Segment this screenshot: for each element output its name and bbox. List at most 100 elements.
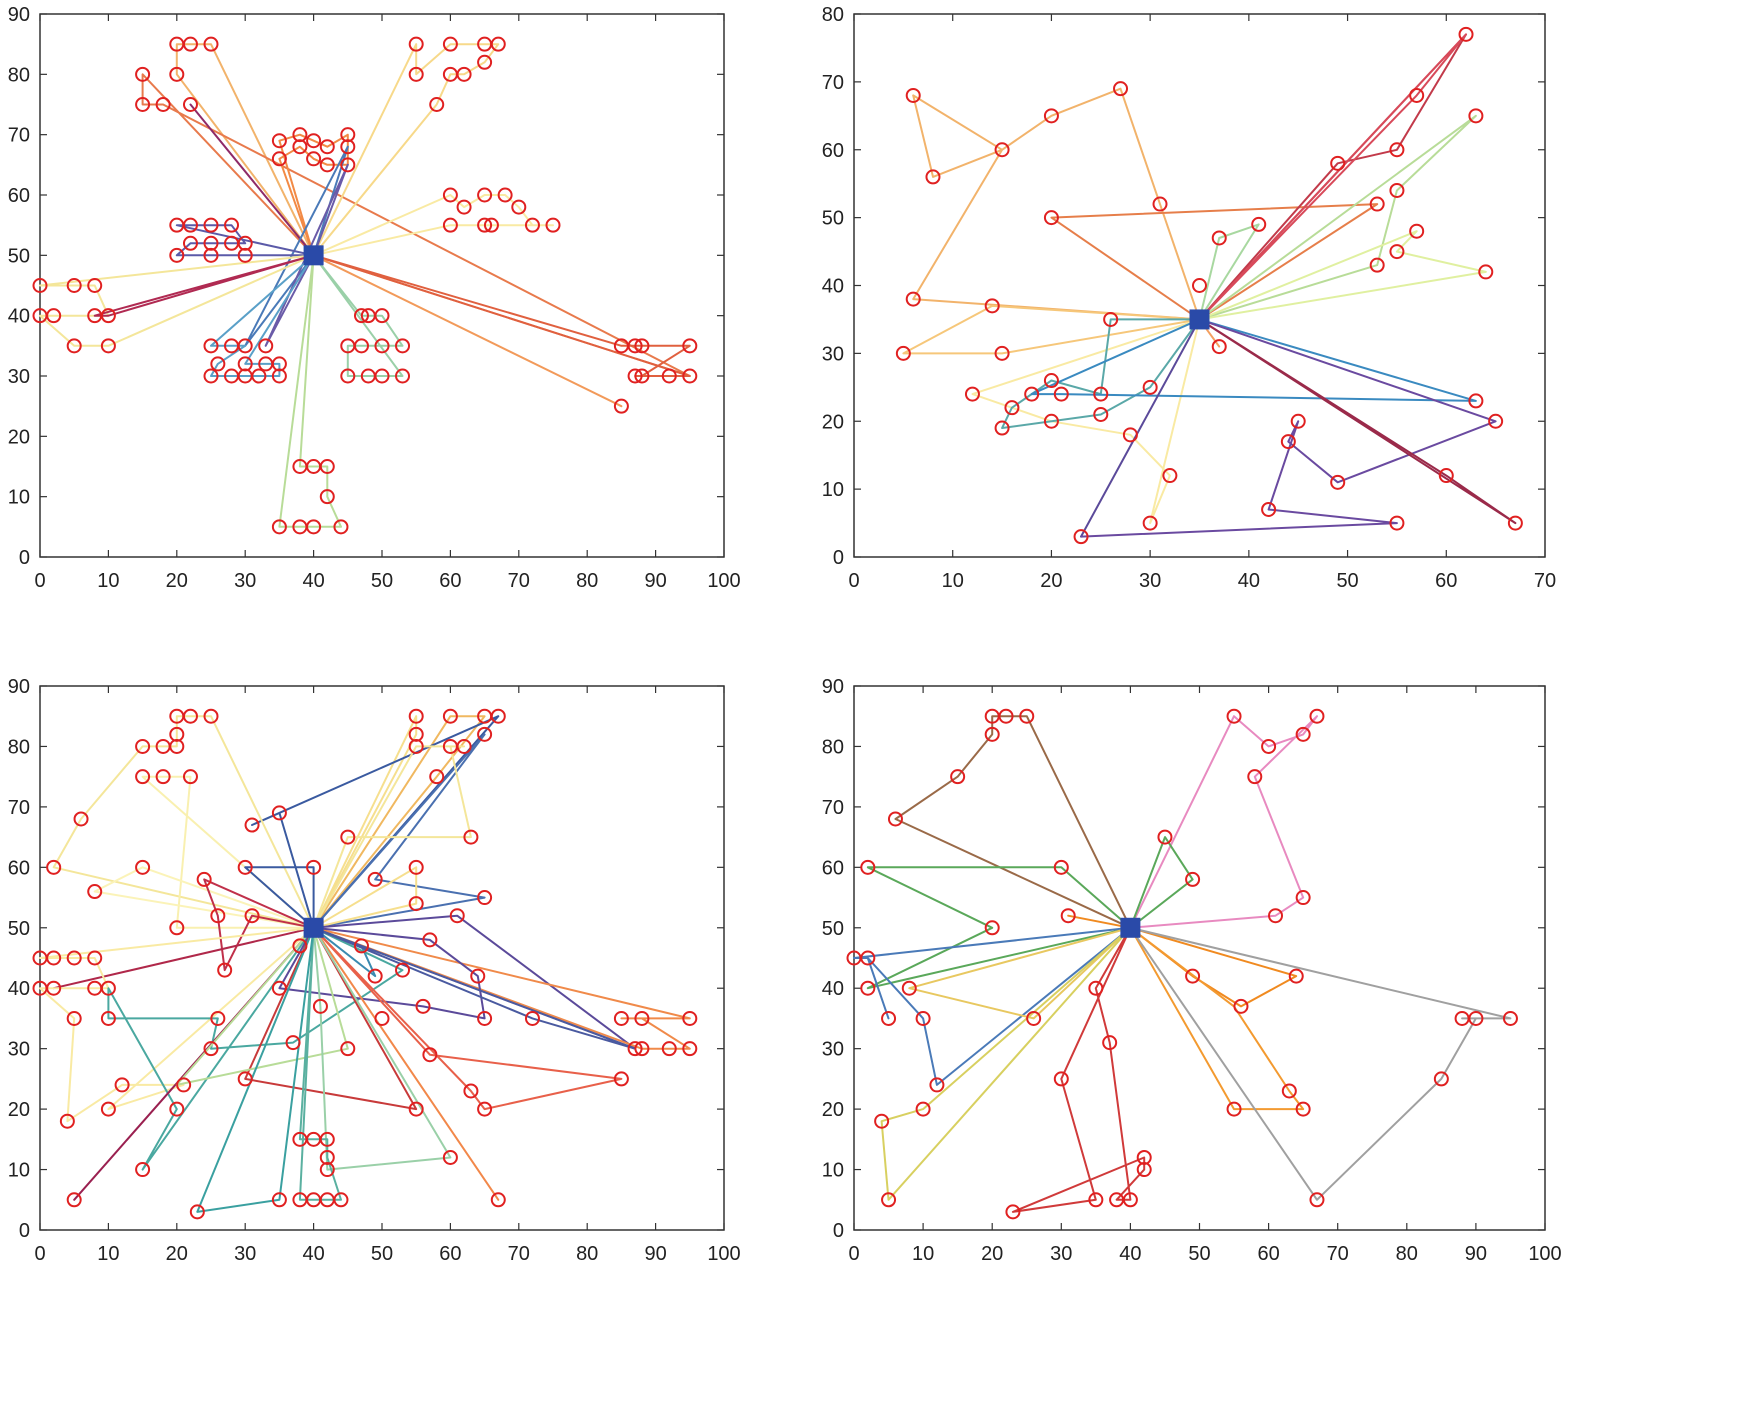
customer-point (442, 187, 458, 203)
customer-point (915, 1101, 931, 1117)
x-tick-label: 90 (1465, 1243, 1487, 1265)
customer-point (1005, 1204, 1021, 1220)
route-line (312, 927, 623, 1111)
route-line (39, 926, 315, 1123)
customer-point (1043, 210, 1059, 226)
customer-point (929, 1077, 945, 1093)
route-line (313, 866, 418, 929)
customer-point (182, 235, 198, 251)
customer-point (271, 151, 287, 167)
customer-point (203, 708, 219, 724)
x-tick-label: 20 (166, 570, 188, 592)
x-tick-label: 90 (644, 570, 666, 592)
customer-point (1268, 908, 1284, 924)
customer-point (1122, 427, 1138, 443)
customer-point (1502, 1010, 1518, 1026)
x-tick-label: 30 (1139, 570, 1161, 592)
customer-point (224, 217, 240, 233)
customer-point (210, 1010, 226, 1026)
customer-point (374, 338, 390, 354)
x-tick-label: 0 (848, 570, 859, 592)
customer-point (1073, 529, 1089, 545)
customer-point (340, 139, 356, 155)
customer-point (1053, 386, 1069, 402)
customer-point (1488, 413, 1504, 429)
customer-point (73, 811, 89, 827)
customer-point (477, 890, 493, 906)
customer-point (285, 1035, 301, 1051)
customer-point (1330, 474, 1346, 490)
depot-marker (303, 245, 324, 266)
route-line (1067, 914, 1298, 1008)
x-tick-label: 100 (1528, 1243, 1561, 1265)
customer-point (1409, 87, 1425, 103)
x-tick-label: 40 (302, 570, 324, 592)
customer-point (905, 87, 921, 103)
customer-point (408, 708, 424, 724)
route-line (312, 733, 486, 929)
customer-point (1019, 708, 1035, 724)
customer-point (1261, 501, 1277, 517)
customer-point (1088, 1192, 1104, 1208)
customer-point (182, 708, 198, 724)
customer-point (237, 859, 253, 875)
customer-point (1389, 515, 1405, 531)
customer-point (169, 66, 185, 82)
customer-point (1103, 311, 1119, 327)
route-line (1129, 715, 1318, 929)
x-tick-label: 20 (1040, 570, 1062, 592)
customer-point (477, 187, 493, 203)
x-tick-label: 80 (1396, 1243, 1418, 1265)
customer-point (319, 1131, 335, 1147)
customer-point (155, 97, 171, 112)
customer-point (237, 1071, 253, 1087)
customer-point (483, 217, 499, 233)
customer-point (1053, 859, 1069, 875)
route-line (312, 715, 418, 929)
customer-point (477, 1101, 493, 1117)
customer-point (429, 769, 445, 785)
customer-point (292, 938, 308, 954)
customer-point (429, 97, 445, 112)
customer-point (271, 368, 287, 384)
route-line (1198, 223, 1260, 320)
y-tick-label: 80 (8, 736, 30, 758)
axes-frame (853, 685, 1546, 1231)
customer-point (470, 968, 486, 984)
customer-point (1247, 769, 1263, 785)
customer-point (333, 519, 349, 535)
customer-point (1192, 278, 1207, 293)
route-line (853, 926, 1132, 1086)
customer-point (442, 708, 458, 724)
route-line (93, 866, 314, 929)
customer-point (881, 1010, 897, 1026)
route-line (1030, 318, 1477, 402)
customer-point (1309, 1192, 1325, 1208)
y-tick-label: 60 (822, 857, 844, 879)
customer-point (306, 519, 322, 535)
customer-point (1468, 108, 1484, 124)
x-tick-label: 70 (1327, 1243, 1349, 1265)
customer-point (994, 345, 1010, 361)
customer-point (135, 738, 151, 754)
customer-point (353, 938, 369, 954)
customer-point (860, 950, 876, 966)
y-tick-label: 10 (822, 479, 844, 501)
customer-point (271, 519, 287, 535)
customer-point (176, 1077, 192, 1093)
route-line (175, 224, 314, 257)
customer-point (1136, 1149, 1152, 1165)
customer-point (1330, 155, 1346, 171)
customer-point (189, 1204, 205, 1220)
customer-point (1433, 1071, 1449, 1087)
customer-point (169, 247, 185, 263)
customer-point (634, 338, 650, 354)
customer-point (634, 1010, 650, 1026)
route-line (1199, 230, 1487, 321)
customer-point (524, 217, 540, 233)
y-tick-label: 90 (8, 4, 30, 26)
customer-point (237, 247, 253, 263)
customer-point (408, 859, 424, 875)
customer-point (319, 489, 335, 505)
